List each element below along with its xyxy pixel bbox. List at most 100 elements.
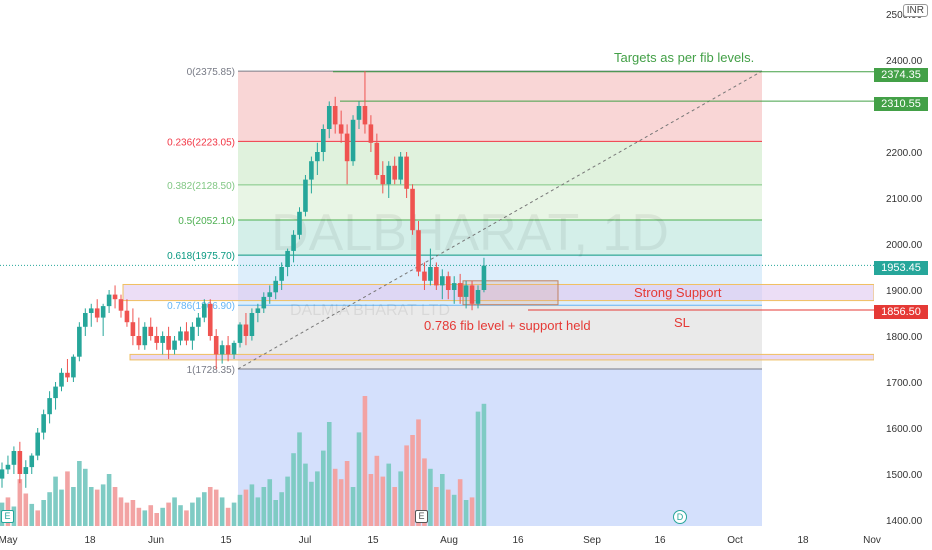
candle-body (297, 211, 302, 235)
candle-body (94, 308, 100, 318)
volume-bar (47, 492, 52, 526)
volume-bar (160, 507, 165, 526)
earnings-marker-icon-2[interactable]: E (415, 510, 428, 523)
volume-bar (202, 492, 207, 526)
x-tick-label: 16 (654, 535, 666, 546)
candle-body (47, 398, 52, 415)
candle-body (344, 133, 350, 162)
volume-bar (404, 445, 409, 526)
volume-bar (291, 453, 296, 526)
candle-body (196, 317, 201, 327)
volume-bar (416, 419, 421, 526)
candle-body (112, 294, 118, 300)
volume-bar (100, 484, 106, 526)
volume-bar (71, 487, 76, 526)
volume-bar (261, 487, 267, 526)
candle-body (71, 356, 76, 378)
candle-body (273, 280, 278, 293)
volume-bar (243, 489, 249, 526)
candle-body (35, 432, 40, 456)
volume-bar (386, 463, 392, 526)
candle-body (350, 119, 356, 162)
candle-body (225, 345, 231, 355)
volume-bar (231, 502, 237, 526)
volume-bar (154, 513, 159, 526)
watermark-symbol: DALBHARAT, 1D (271, 204, 669, 262)
fib-zone-2 (238, 184, 762, 221)
volume-bar (172, 497, 177, 526)
y-tick-label: 1800.00 (886, 332, 923, 343)
volume-bar (53, 476, 58, 526)
fib-level-label: 0.382(2128.50) (167, 181, 235, 192)
candle-body (100, 306, 106, 318)
time-axis-bg (0, 527, 874, 550)
volume-bar (321, 450, 326, 526)
fib-trend-line (237, 70, 763, 370)
volume-bar (225, 507, 231, 526)
x-tick-label: Oct (727, 535, 743, 546)
volume-bar (17, 479, 23, 526)
volume-bar (475, 411, 481, 526)
candle-body (434, 267, 439, 286)
candle-body (202, 303, 207, 318)
volume-bar (148, 505, 154, 526)
candle-body (29, 455, 35, 468)
volume-bar (41, 500, 46, 526)
candle-body (59, 372, 64, 387)
candle-body (11, 451, 17, 465)
volume-bar (59, 489, 64, 526)
volume-bar (83, 468, 88, 526)
candle-body (398, 156, 403, 180)
x-tick-label: Jun (148, 535, 164, 546)
candle-body (77, 326, 82, 357)
volume-bar (350, 487, 356, 526)
candle-body (428, 267, 433, 281)
currency-badge[interactable]: INR (902, 4, 928, 17)
volume-bar (463, 500, 469, 526)
volume-bar (142, 510, 148, 526)
y-tick-label: 2200.00 (886, 148, 923, 159)
volume-bar (94, 489, 100, 526)
candle-body (160, 336, 165, 343)
volume-bar (166, 502, 171, 526)
x-tick-label: Jul (299, 535, 312, 546)
volume-bar (392, 487, 397, 526)
volume-bar (279, 492, 284, 526)
x-tick-label: 15 (220, 535, 232, 546)
volume-bar (374, 455, 380, 526)
volume-bar (237, 494, 243, 526)
candle-body (83, 313, 88, 327)
candle-body (41, 414, 46, 433)
candle-body (178, 331, 183, 341)
strong-support-annotation: Strong Support (634, 285, 722, 300)
volume-bar (368, 474, 374, 526)
volume-bar (118, 497, 124, 526)
candle-body (392, 165, 397, 180)
fib-level-label: 0.236(2223.05) (167, 137, 235, 148)
volume-bar (457, 479, 463, 526)
candle-body (154, 336, 159, 343)
candle-body (213, 336, 219, 355)
candle-body (368, 124, 374, 143)
earnings-marker-icon[interactable]: E (1, 510, 14, 523)
sl-annotation: SL (674, 315, 690, 330)
x-tick-label: Sep (583, 535, 601, 546)
candle-body (231, 342, 237, 355)
candle-body (309, 161, 314, 180)
candles (0, 71, 487, 488)
volume-bar (303, 463, 308, 526)
candle-body (65, 372, 70, 378)
candle-body (440, 276, 445, 286)
candle-body (243, 324, 249, 336)
fib-zone-1 (238, 141, 762, 185)
x-tick-label: May (0, 535, 17, 546)
volume-bar (77, 461, 82, 526)
candle-body (249, 313, 255, 336)
volume-bar (344, 461, 350, 526)
volume-bar (249, 484, 255, 526)
candle-body (457, 283, 463, 297)
volume-bar (434, 487, 439, 526)
candle-body (469, 285, 475, 304)
dividend-marker-icon[interactable]: D (673, 510, 687, 524)
